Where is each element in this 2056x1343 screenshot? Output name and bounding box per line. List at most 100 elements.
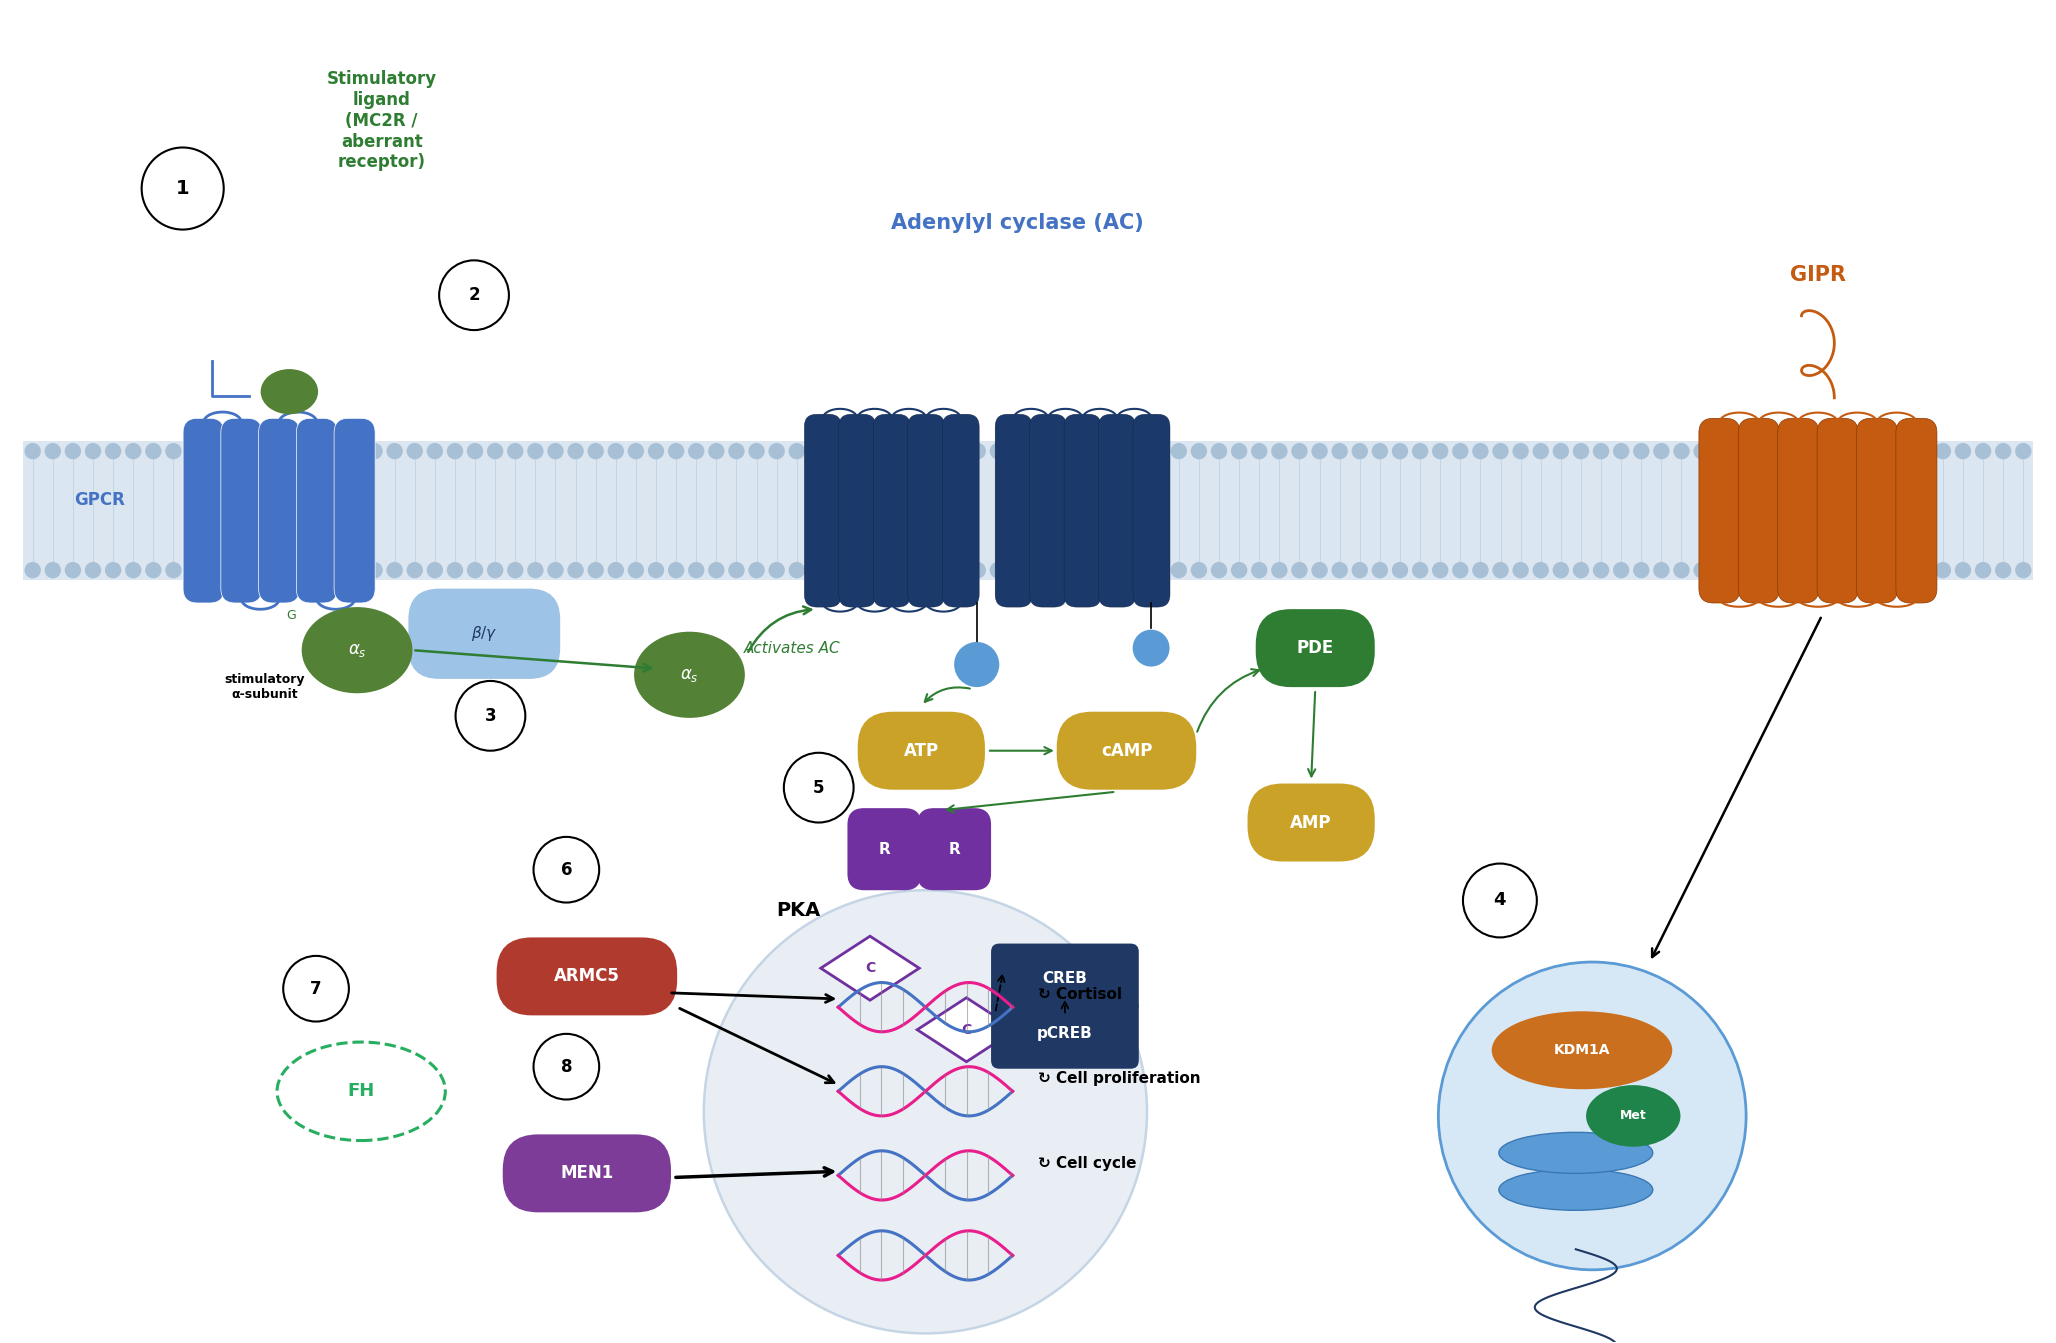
FancyBboxPatch shape [23, 441, 2033, 580]
Ellipse shape [1499, 1170, 1653, 1210]
Circle shape [707, 561, 724, 579]
Circle shape [125, 561, 142, 579]
Circle shape [1371, 443, 1388, 459]
Circle shape [1232, 443, 1248, 459]
Circle shape [769, 561, 785, 579]
Circle shape [1813, 443, 1830, 459]
Circle shape [487, 561, 504, 579]
Circle shape [1131, 561, 1147, 579]
Circle shape [870, 443, 886, 459]
Circle shape [1030, 561, 1047, 579]
Circle shape [387, 561, 403, 579]
Text: Met: Met [1620, 1109, 1647, 1123]
Circle shape [728, 443, 744, 459]
Circle shape [668, 443, 685, 459]
Circle shape [1976, 443, 1992, 459]
Circle shape [769, 443, 785, 459]
Circle shape [1994, 561, 2011, 579]
Circle shape [1976, 561, 1992, 579]
Circle shape [703, 890, 1147, 1334]
Circle shape [1955, 561, 1972, 579]
Circle shape [748, 443, 765, 459]
Circle shape [84, 561, 101, 579]
Circle shape [142, 148, 224, 230]
Circle shape [440, 261, 510, 330]
Circle shape [366, 561, 382, 579]
Circle shape [1291, 561, 1308, 579]
Circle shape [1371, 561, 1388, 579]
Text: PKA: PKA [775, 901, 820, 920]
FancyBboxPatch shape [1698, 418, 1739, 603]
Circle shape [929, 561, 946, 579]
Circle shape [533, 837, 598, 902]
Ellipse shape [1493, 1011, 1672, 1089]
Circle shape [245, 443, 261, 459]
Circle shape [1464, 864, 1536, 937]
Circle shape [387, 443, 403, 459]
FancyBboxPatch shape [991, 999, 1139, 1069]
Circle shape [206, 443, 222, 459]
Text: AMP: AMP [1291, 814, 1332, 831]
Circle shape [1713, 561, 1729, 579]
Circle shape [446, 561, 463, 579]
FancyBboxPatch shape [942, 414, 979, 607]
Circle shape [105, 561, 121, 579]
Text: $\beta/\gamma$: $\beta/\gamma$ [471, 624, 498, 643]
Circle shape [1110, 443, 1127, 459]
Circle shape [954, 642, 999, 688]
Circle shape [1151, 561, 1168, 579]
Text: Stimulatory
ligand
(MC2R /
aberrant
receptor): Stimulatory ligand (MC2R / aberrant rece… [327, 70, 436, 172]
Circle shape [1513, 561, 1530, 579]
Circle shape [829, 561, 845, 579]
Circle shape [627, 561, 644, 579]
Polygon shape [917, 998, 1016, 1062]
Circle shape [1694, 561, 1711, 579]
Circle shape [1250, 443, 1266, 459]
Circle shape [1211, 561, 1227, 579]
Circle shape [888, 443, 905, 459]
Circle shape [1412, 443, 1429, 459]
Circle shape [1632, 443, 1649, 459]
Ellipse shape [1499, 1206, 1653, 1248]
Circle shape [286, 443, 302, 459]
Circle shape [1914, 443, 1931, 459]
Circle shape [849, 443, 866, 459]
Circle shape [2015, 443, 2031, 459]
Circle shape [783, 753, 853, 822]
Text: 8: 8 [561, 1058, 572, 1076]
Circle shape [265, 561, 282, 579]
FancyBboxPatch shape [409, 588, 559, 680]
Circle shape [707, 443, 724, 459]
FancyBboxPatch shape [857, 712, 985, 790]
Circle shape [64, 561, 80, 579]
Circle shape [245, 561, 261, 579]
Circle shape [306, 561, 323, 579]
Polygon shape [820, 936, 919, 1001]
Circle shape [1813, 561, 1830, 579]
Circle shape [1069, 561, 1086, 579]
Text: $\alpha_s$: $\alpha_s$ [681, 666, 699, 684]
Circle shape [428, 561, 442, 579]
Circle shape [728, 561, 744, 579]
Circle shape [25, 443, 41, 459]
Circle shape [407, 561, 424, 579]
FancyBboxPatch shape [1256, 610, 1375, 688]
Circle shape [1632, 561, 1649, 579]
Circle shape [164, 561, 181, 579]
Circle shape [1614, 443, 1628, 459]
Ellipse shape [302, 607, 413, 693]
Circle shape [1532, 561, 1548, 579]
FancyBboxPatch shape [874, 414, 911, 607]
Circle shape [2015, 561, 2031, 579]
FancyBboxPatch shape [333, 418, 374, 603]
Circle shape [226, 561, 243, 579]
Circle shape [609, 443, 625, 459]
Circle shape [888, 561, 905, 579]
Text: FH: FH [347, 1082, 374, 1100]
Ellipse shape [1499, 1132, 1653, 1174]
Circle shape [1955, 443, 1972, 459]
Circle shape [164, 443, 181, 459]
Text: ↻ Cortisol: ↻ Cortisol [1038, 987, 1123, 1002]
FancyBboxPatch shape [995, 414, 1032, 607]
Circle shape [970, 443, 987, 459]
